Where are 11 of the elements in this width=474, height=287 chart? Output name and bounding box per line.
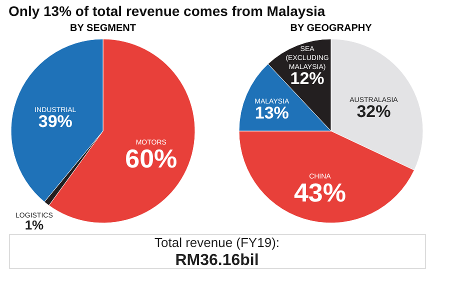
text: Total revenue (FY19): <box>154 235 280 250</box>
data-label: 60% <box>125 144 178 174</box>
text: RM36.16bil <box>175 252 259 269</box>
data-label: 39% <box>38 112 72 131</box>
chart-subtitle: BY SEGMENT <box>70 23 136 34</box>
data-label: 13% <box>254 103 289 122</box>
chart-title: Only 13% of total revenue comes from Malaysia <box>8 3 326 19</box>
data-label: 1% <box>24 218 44 233</box>
data-label: 12% <box>290 69 324 88</box>
data-label: 32% <box>356 102 391 121</box>
chart-subtitle: BY GEOGRAPHY <box>290 23 372 34</box>
